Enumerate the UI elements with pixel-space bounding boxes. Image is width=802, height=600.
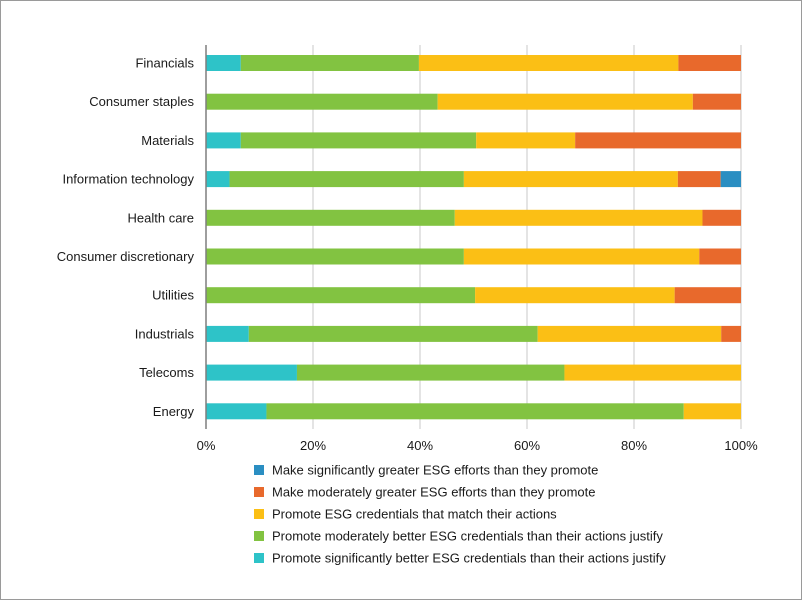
- bars: [206, 55, 741, 420]
- bar-segment: [206, 209, 455, 226]
- bar-segment: [454, 209, 703, 226]
- category-label: Utilities: [152, 288, 194, 303]
- category-label: Materials: [141, 133, 194, 148]
- bar-segment: [463, 171, 678, 188]
- x-tick-label: 100%: [724, 438, 758, 453]
- bar-segment: [206, 248, 464, 265]
- bar-segment: [229, 171, 464, 188]
- bar-segment: [240, 132, 477, 149]
- x-tick-label: 20%: [300, 438, 326, 453]
- legend-label: Promote significantly better ESG credent…: [272, 551, 666, 566]
- bar-segment: [721, 325, 741, 342]
- category-label: Health care: [128, 210, 194, 225]
- legend-swatch: [254, 487, 264, 497]
- category-label: Industrials: [135, 326, 195, 341]
- legend: Make significantly greater ESG efforts t…: [254, 463, 666, 566]
- bar-segment: [699, 248, 741, 265]
- bar-segment: [206, 403, 267, 420]
- legend-label: Make significantly greater ESG efforts t…: [272, 463, 598, 478]
- x-tick-label: 60%: [514, 438, 540, 453]
- bar-segment: [678, 55, 741, 71]
- x-tick-label: 40%: [407, 438, 433, 453]
- category-label: Information technology: [62, 172, 194, 187]
- bar-segment: [206, 55, 241, 71]
- bar-segment: [418, 55, 679, 71]
- bar-segment: [206, 287, 476, 304]
- x-tick-label: 80%: [621, 438, 647, 453]
- legend-label: Promote ESG credentials that match their…: [272, 507, 557, 522]
- bar-segment: [206, 171, 230, 188]
- bar-segment: [266, 403, 684, 420]
- category-label: Energy: [153, 404, 195, 419]
- bar-segment: [240, 55, 419, 71]
- bar-segment: [296, 364, 565, 381]
- bar-segment: [575, 132, 741, 149]
- bar-segment: [692, 93, 741, 110]
- bar-segment: [206, 132, 241, 149]
- bar-segment: [674, 287, 741, 304]
- category-label: Consumer discretionary: [57, 249, 195, 264]
- legend-label: Make moderately greater ESG efforts than…: [272, 485, 595, 500]
- bar-segment: [702, 209, 741, 226]
- bar-segment: [683, 403, 741, 420]
- bar-segment: [677, 171, 721, 188]
- category-label: Consumer staples: [89, 94, 194, 109]
- category-labels: Financials Consumer staples Materials Infor…: [57, 56, 195, 419]
- legend-swatch: [254, 531, 264, 541]
- bar-segment: [537, 325, 722, 342]
- bar-segment: [720, 171, 741, 188]
- x-tick-labels: 0% 20% 40% 60% 80% 100%: [197, 438, 758, 453]
- bar-segment: [206, 93, 438, 110]
- bar-segment: [476, 132, 576, 149]
- category-label: Financials: [135, 56, 194, 71]
- legend-swatch: [254, 465, 264, 475]
- bar-segment: [437, 93, 693, 110]
- bar-segment: [206, 364, 297, 381]
- legend-label: Promote moderately better ESG credential…: [272, 529, 663, 544]
- category-label: Telecoms: [139, 365, 194, 380]
- x-tick-label: 0%: [197, 438, 216, 453]
- bar-segment: [463, 248, 700, 265]
- bar-segment: [248, 325, 538, 342]
- legend-swatch: [254, 553, 264, 563]
- bar-segment: [206, 325, 249, 342]
- bar-segment: [475, 287, 675, 304]
- bar-segment: [564, 364, 741, 381]
- legend-swatch: [254, 509, 264, 519]
